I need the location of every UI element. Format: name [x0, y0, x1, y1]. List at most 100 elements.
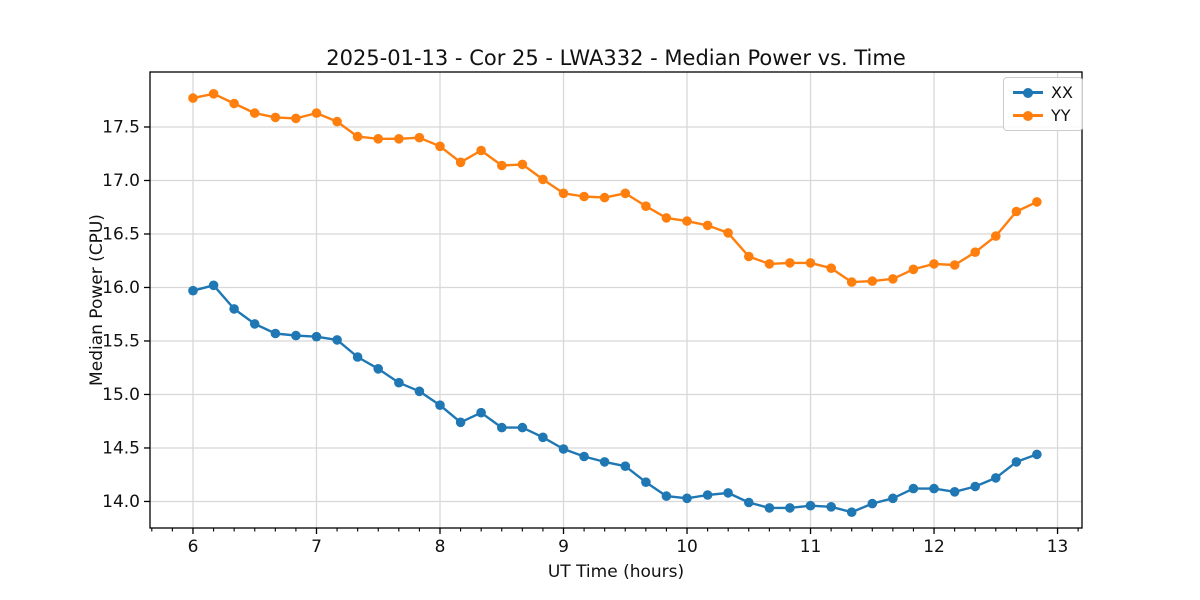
data-point-xx [744, 497, 754, 508]
data-point-yy [949, 260, 960, 270]
data-point-xx [517, 422, 528, 433]
data-point-yy [373, 134, 384, 144]
data-point-xx [805, 500, 816, 511]
data-point-yy [764, 259, 775, 269]
data-point-yy [970, 247, 980, 257]
data-point-xx [249, 319, 260, 329]
data-point-yy [249, 108, 260, 118]
data-point-xx [476, 407, 486, 418]
data-point-yy [805, 258, 816, 268]
data-point-yy [785, 258, 795, 268]
axes-frame [149, 71, 1083, 529]
x-tick-label: 13 [1047, 537, 1069, 557]
x-tick-label: 7 [311, 537, 322, 557]
data-point-xx [949, 487, 960, 497]
y-tick-label: 16.0 [102, 278, 140, 298]
data-point-yy [538, 174, 548, 185]
data-point-yy [991, 231, 1001, 241]
data-point-yy [497, 160, 507, 171]
data-point-xx [208, 280, 219, 291]
data-point-yy [332, 116, 342, 127]
data-point-xx [332, 335, 342, 345]
data-point-xx [538, 432, 548, 443]
data-point-xx [641, 477, 651, 488]
y-tick-label: 17.5 [102, 117, 140, 137]
data-point-xx [661, 491, 672, 501]
data-point-yy [867, 276, 878, 286]
data-point-xx [394, 377, 404, 388]
data-point-yy [929, 259, 939, 269]
data-point-yy [888, 274, 898, 284]
data-point-xx [846, 507, 857, 517]
data-point-yy [208, 89, 219, 99]
data-point-yy [311, 108, 322, 118]
legend-item-yy: YY [1013, 106, 1073, 125]
data-point-xx [373, 364, 384, 374]
legend-marker-icon [1023, 110, 1033, 121]
data-point-yy [517, 159, 528, 170]
y-tick-label: 15.5 [102, 331, 140, 351]
data-point-yy [682, 216, 692, 226]
x-tick-label: 12 [923, 537, 945, 557]
chart-title: 2025-01-13 - Cor 25 - LWA332 - Median Po… [326, 46, 906, 70]
data-point-xx [1011, 457, 1022, 467]
data-point-yy [579, 191, 589, 202]
data-point-yy [620, 188, 631, 199]
data-point-xx [970, 481, 980, 492]
x-tick-label: 9 [558, 537, 569, 557]
data-point-xx [229, 304, 239, 314]
data-point-yy [661, 213, 672, 223]
data-point-xx [908, 483, 919, 494]
data-point-yy [641, 201, 651, 211]
data-point-yy [1032, 197, 1042, 207]
legend-label-yy: YY [1051, 105, 1071, 125]
data-point-xx [682, 493, 692, 504]
data-point-yy [291, 113, 301, 124]
data-point-xx [991, 473, 1001, 483]
data-point-xx [414, 386, 425, 397]
data-point-xx [785, 503, 795, 513]
data-point-yy [229, 98, 239, 109]
data-point-yy [455, 157, 466, 168]
data-point-yy [270, 112, 281, 123]
legend: XX YY [1003, 77, 1083, 131]
data-point-yy [476, 145, 486, 156]
x-tick-label: 11 [800, 537, 822, 557]
legend-sample-yy [1013, 110, 1043, 121]
data-point-yy [435, 141, 445, 152]
data-point-xx [888, 493, 898, 504]
data-point-yy [599, 192, 610, 203]
data-point-xx [702, 490, 713, 500]
data-point-xx [1032, 449, 1042, 460]
legend-sample-xx [1013, 87, 1043, 98]
y-tick-label: 15.0 [102, 385, 140, 405]
data-point-yy [394, 134, 404, 144]
data-point-xx [270, 328, 281, 339]
data-point-xx [311, 331, 322, 342]
data-point-yy [414, 132, 425, 143]
data-point-yy [744, 251, 754, 262]
y-tick-label: 16.5 [102, 224, 140, 244]
legend-marker-icon [1023, 87, 1033, 98]
y-tick-label: 14.0 [102, 492, 140, 512]
data-point-xx [826, 502, 836, 512]
data-point-xx [764, 503, 775, 513]
data-point-yy [826, 263, 836, 274]
data-point-yy [702, 220, 713, 231]
data-point-yy [723, 228, 733, 238]
data-point-xx [929, 483, 939, 494]
data-point-xx [188, 285, 198, 296]
x-tick-label: 8 [435, 537, 446, 557]
legend-label-xx: XX [1051, 82, 1073, 102]
y-tick-label: 14.5 [102, 438, 140, 458]
data-point-xx [723, 488, 733, 498]
x-axis-label: UT Time (hours) [547, 562, 685, 582]
data-point-xx [352, 352, 363, 362]
plot-background [150, 72, 1082, 528]
data-point-yy [558, 188, 569, 199]
data-point-xx [291, 330, 301, 341]
x-tick-label: 6 [188, 537, 199, 557]
data-point-yy [846, 277, 857, 287]
